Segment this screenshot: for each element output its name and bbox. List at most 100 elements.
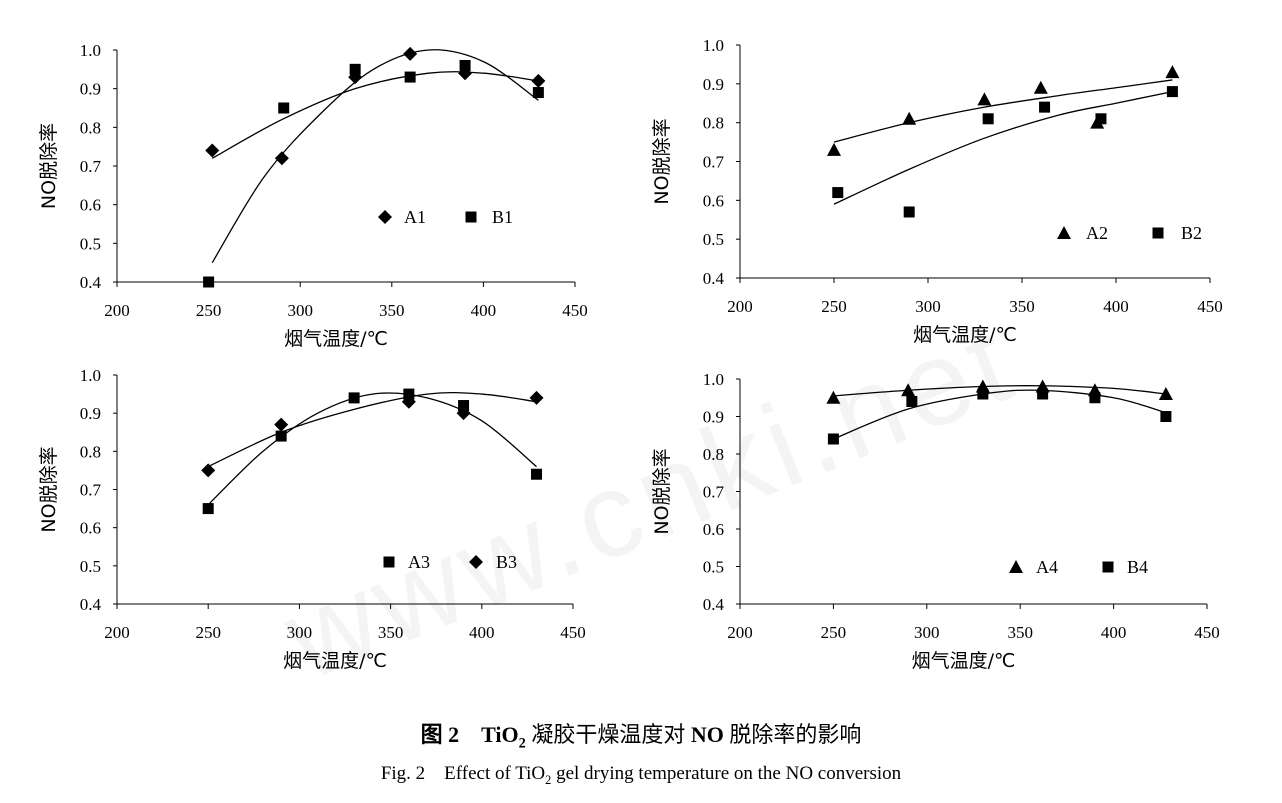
trend-line-A2 <box>833 79 1173 143</box>
x-tick-label: 400 <box>1101 623 1127 642</box>
data-point-B4 <box>1089 392 1101 404</box>
data-point-A4 <box>1158 387 1173 400</box>
data-point-A3 <box>531 468 543 480</box>
y-tick-label: 1.0 <box>703 36 724 55</box>
x-tick-label: 250 <box>821 297 847 316</box>
trend-line-A1 <box>211 49 539 264</box>
data-point-B4 <box>977 388 989 400</box>
x-tick-label: 250 <box>821 623 847 642</box>
data-point-A3 <box>403 388 415 400</box>
x-tick-label: 350 <box>1009 297 1035 316</box>
data-point-A4 <box>826 390 841 404</box>
caption-no: NO <box>690 722 724 747</box>
caption-tio: TiO <box>481 722 519 747</box>
legend-marker-B2 <box>1152 227 1164 239</box>
data-point-B1 <box>459 59 471 71</box>
x-tick-label: 400 <box>471 301 497 320</box>
legend-label-B2: B2 <box>1181 223 1202 243</box>
x-axis-label: 烟气温度/℃ <box>283 650 387 672</box>
legend-marker-A3 <box>383 556 395 568</box>
x-tick-label: 250 <box>195 623 221 642</box>
x-tick-label: 450 <box>1194 623 1220 642</box>
x-tick-label: 450 <box>1197 297 1223 316</box>
y-tick-label: 0.9 <box>80 80 101 99</box>
x-tick-label: 450 <box>560 623 586 642</box>
y-tick-label: 0.8 <box>80 442 101 461</box>
y-tick-label: 0.7 <box>703 153 725 172</box>
legend-label-A2: A2 <box>1086 223 1108 243</box>
legend-marker-B1 <box>465 211 477 223</box>
legend-label-B1: B1 <box>492 207 513 227</box>
x-tick-label: 200 <box>727 297 753 316</box>
caption-en-start: Fig. 2 Effect of TiO <box>380 763 546 784</box>
x-tick-label: 200 <box>104 623 130 642</box>
x-tick-label: 300 <box>915 297 941 316</box>
y-tick-label: 0.9 <box>703 408 724 427</box>
figure-panels: 0.4 0.5 0.6 0.7 0.8 0.9 1.0 200 250 300 350 400 450 烟… <box>38 36 1223 672</box>
trend-line-B4 <box>833 389 1167 440</box>
data-point-B3 <box>456 406 471 421</box>
y-tick-label: 0.4 <box>703 595 725 614</box>
legend-label-A1: A1 <box>404 207 426 227</box>
data-point-A2 <box>977 92 992 106</box>
data-point-A3 <box>202 503 214 515</box>
data-point-B1 <box>349 63 361 75</box>
caption-zh-middle: 凝胶干燥温度对 <box>525 722 691 747</box>
x-axis-label: 烟气温度/℃ <box>913 324 1017 346</box>
data-point-B1 <box>203 276 215 288</box>
data-point-B2 <box>1166 86 1178 98</box>
legend-marker-B4 <box>1102 561 1114 573</box>
data-point-B3 <box>401 394 416 409</box>
trend-line-B3 <box>207 391 537 468</box>
x-tick-label: 350 <box>378 623 404 642</box>
x-tick-label: 300 <box>287 623 313 642</box>
y-tick-label: 1.0 <box>80 366 101 385</box>
legend-label-A4: A4 <box>1036 557 1058 577</box>
data-point-A3 <box>458 400 470 412</box>
data-point-A2 <box>1165 65 1180 79</box>
y-tick-label: 0.6 <box>80 196 101 215</box>
y-tick-label: 1.0 <box>703 370 724 389</box>
x-tick-label: 200 <box>727 623 753 642</box>
y-tick-label: 0.5 <box>80 234 101 253</box>
y-axis-label: NO脱除率 <box>38 446 60 532</box>
legend-label-B3: B3 <box>496 552 517 572</box>
legend-label-A3: A3 <box>408 552 430 572</box>
x-tick-label: 350 <box>1007 623 1033 642</box>
data-point-A3 <box>275 430 287 442</box>
data-point-A1 <box>274 151 289 166</box>
caption-tio2: TiO2 <box>481 722 526 751</box>
y-tick-label: 0.5 <box>80 557 101 576</box>
x-axis-label: 烟气温度/℃ <box>912 650 1016 672</box>
legend-marker-B3 <box>469 555 483 569</box>
data-point-A2 <box>902 111 917 125</box>
caption-chinese: 图 2 TiO2 凝胶干燥温度对 NO 脱除率的影响 <box>0 717 1282 752</box>
y-tick-label: 0.6 <box>703 520 724 539</box>
data-point-B3 <box>274 417 289 432</box>
y-tick-label: 0.9 <box>703 75 724 94</box>
x-tick-label: 450 <box>562 301 588 320</box>
y-axis-label: NO脱除率 <box>38 123 60 209</box>
caption-en-subscript: 2 <box>545 772 552 787</box>
y-tick-label: 0.8 <box>703 445 724 464</box>
data-point-B3 <box>529 390 544 405</box>
trend-line-B2 <box>833 90 1173 205</box>
caption-figure-number: 图 2 <box>420 722 460 747</box>
data-point-B2 <box>1095 113 1107 125</box>
x-tick-label: 300 <box>914 623 940 642</box>
data-point-A2 <box>827 142 841 156</box>
caption-zh-end: 脱除率的影响 <box>723 722 862 747</box>
trend-line-A3 <box>207 392 537 506</box>
data-point-B1 <box>278 102 290 114</box>
x-tick-label: 400 <box>469 623 495 642</box>
caption-en-end: gel drying temperature on the NO convers… <box>551 763 902 784</box>
y-tick-label: 0.6 <box>703 191 724 210</box>
data-point-A4 <box>901 383 916 397</box>
data-point-B1 <box>532 87 544 99</box>
data-point-B4 <box>906 396 918 407</box>
trend-line-A4 <box>833 384 1166 397</box>
data-point-B3 <box>201 463 216 478</box>
data-point-B2 <box>982 113 994 125</box>
legend-marker-A4 <box>1009 560 1023 573</box>
x-tick-label: 300 <box>287 301 313 320</box>
